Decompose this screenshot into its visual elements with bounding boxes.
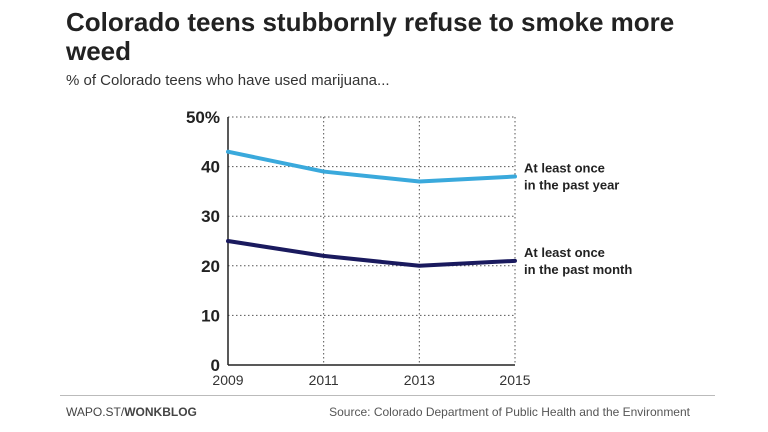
- series-label-line: At least once: [524, 245, 605, 260]
- x-tick-label: 2013: [404, 372, 435, 388]
- x-tick-label: 2011: [309, 372, 339, 388]
- footer-credit: WAPO.ST/WONKBLOG: [66, 405, 197, 419]
- chart-title: Colorado teens stubbornly refuse to smok…: [66, 7, 675, 66]
- series-label-line: in the past month: [524, 262, 632, 277]
- footer-divider: [60, 395, 715, 396]
- series-line: [226, 239, 517, 268]
- y-tick-label: 40: [201, 158, 220, 177]
- y-tick-label: 10: [201, 306, 220, 325]
- series-label: At least once in the past year: [524, 161, 619, 193]
- footer-prefix: WAPO.ST/: [66, 405, 125, 419]
- x-tick-label: 2009: [212, 372, 243, 388]
- x-tick-label: 2015: [499, 372, 530, 388]
- series-label-line: in the past year: [524, 178, 619, 193]
- line-chart: 0 10 20 30 40 50% 2009 2011 2013 2015 At least on…: [186, 108, 632, 388]
- y-tick-label: 20: [201, 257, 220, 276]
- y-tick-label: 30: [201, 207, 220, 226]
- y-tick-label: 50%: [186, 108, 220, 127]
- series-label-line: At least once: [524, 161, 605, 176]
- footer-source: Source: Colorado Department of Public He…: [329, 405, 690, 419]
- footer-brand: WONKBLOG: [124, 405, 197, 419]
- y-tick-label: 0: [211, 356, 220, 375]
- chart-subtitle: % of Colorado teens who have used mariju…: [66, 72, 390, 89]
- series-line: [226, 149, 517, 184]
- series-label: At least once in the past month: [524, 245, 632, 277]
